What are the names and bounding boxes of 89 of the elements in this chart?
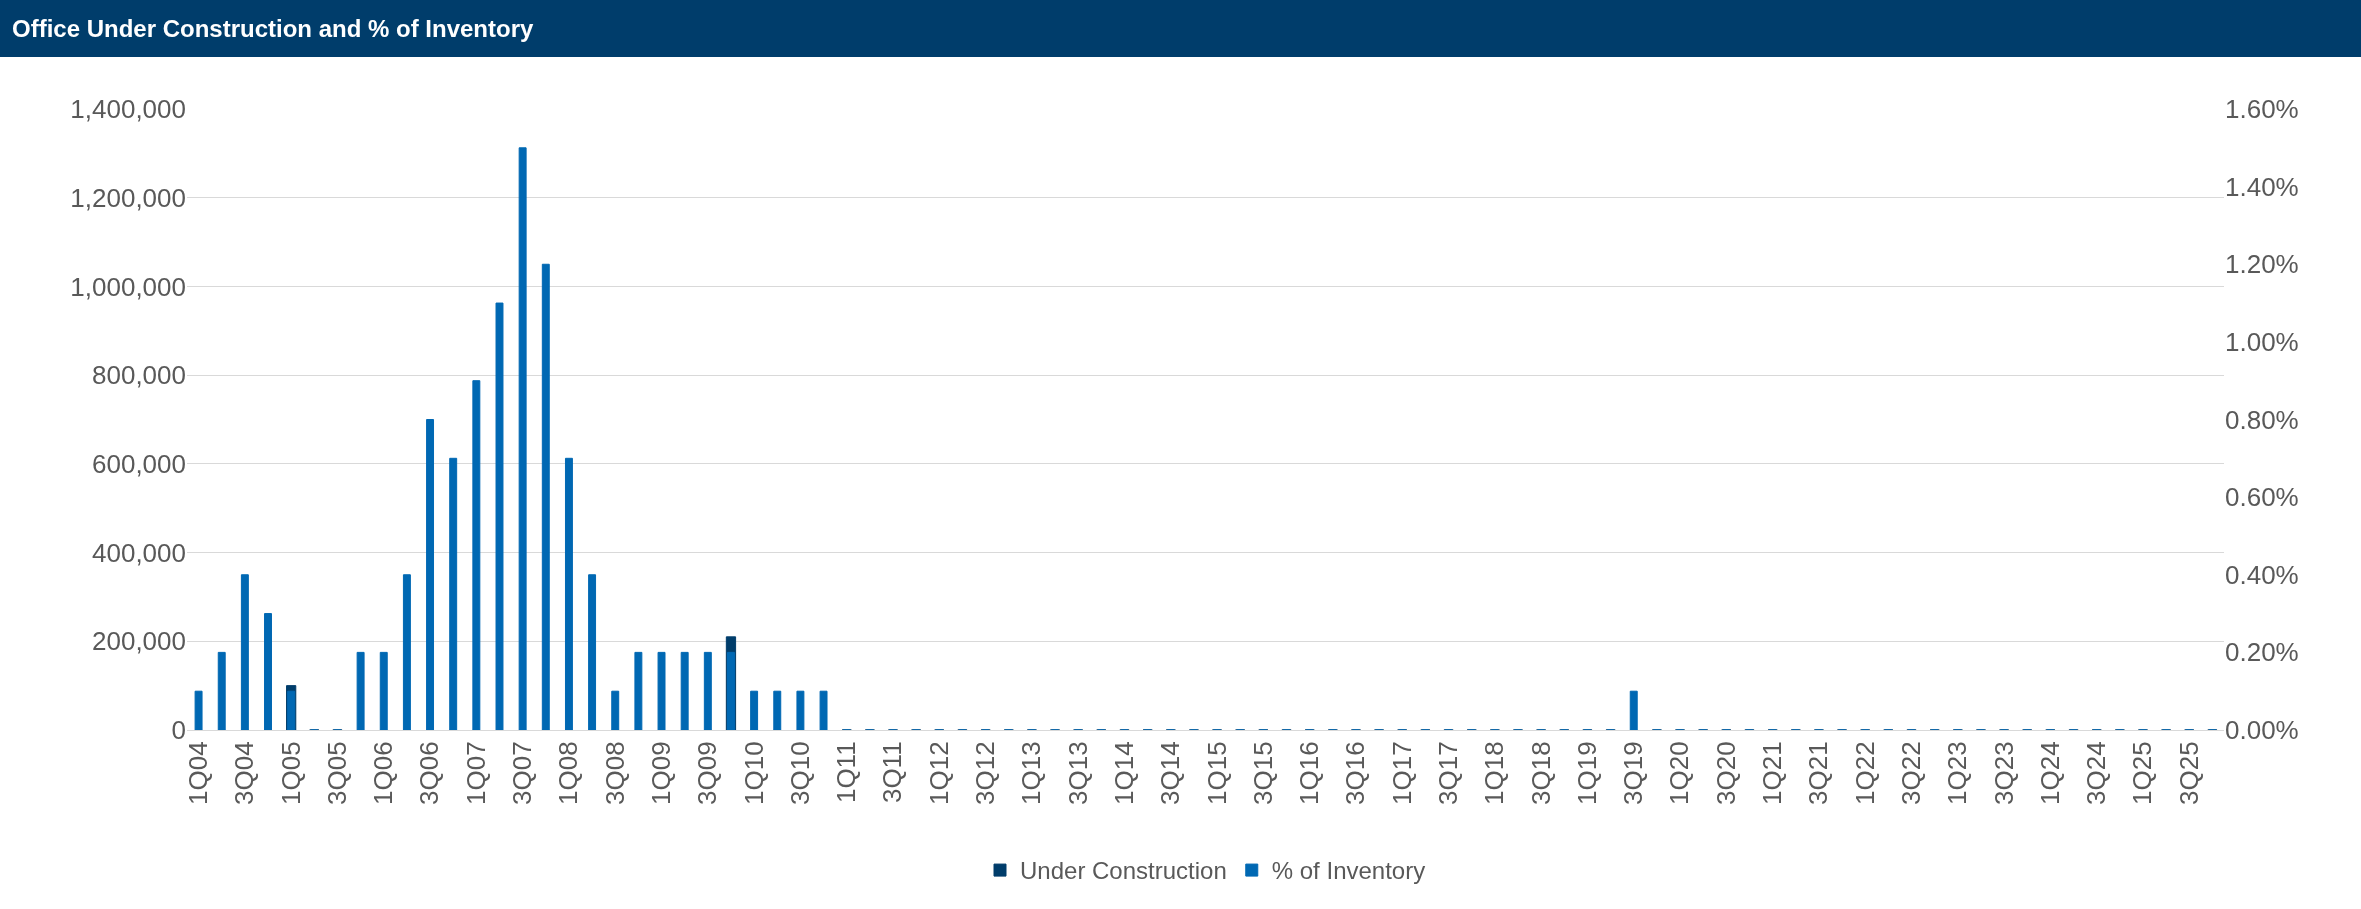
bar xyxy=(356,651,365,730)
y2-tick-label: 1.00% xyxy=(2225,326,2299,357)
x-tick-label: 3Q18 xyxy=(1525,741,1556,806)
x-tick-label: 1Q18 xyxy=(1479,741,1510,806)
bar xyxy=(796,690,805,730)
x-tick-label: 1Q14 xyxy=(1108,741,1139,806)
bar xyxy=(703,651,712,730)
x-tick-label: 1Q20 xyxy=(1664,741,1695,806)
y-tick-label: 400,000 xyxy=(92,537,186,568)
x-tick-label: 3Q04 xyxy=(229,741,260,806)
x-tick-label: 3Q17 xyxy=(1433,741,1463,806)
bar xyxy=(402,574,411,730)
bar xyxy=(541,263,550,730)
x-tick-label: 3Q15 xyxy=(1247,741,1278,806)
y-tick-label: 0 xyxy=(171,715,186,746)
x-tick-label: 1Q08 xyxy=(553,741,584,806)
y2-tick-label: 0.20% xyxy=(2225,637,2299,668)
legend-label: % of Inventory xyxy=(1271,857,1426,885)
x-tick-label: 1Q21 xyxy=(1757,741,1788,806)
bar xyxy=(472,380,481,730)
y2-tick-label: 0.80% xyxy=(2225,404,2299,435)
x-tick-label: 3Q14 xyxy=(1155,741,1186,806)
bar xyxy=(449,457,458,730)
bar xyxy=(564,457,573,730)
bar xyxy=(426,419,435,730)
bar xyxy=(680,651,689,730)
x-tick-label: 3Q08 xyxy=(599,741,630,806)
x-tick-label: 1Q23 xyxy=(1942,741,1973,806)
x-tick-label: 1Q13 xyxy=(1016,741,1047,806)
bar xyxy=(194,690,203,730)
x-tick-label: 1Q22 xyxy=(1849,741,1880,806)
x-tick-label: 3Q16 xyxy=(1340,741,1371,806)
y2-tick-label: 1.60% xyxy=(2225,94,2299,125)
x-tick-label: 1Q12 xyxy=(923,741,954,806)
y-tick-label: 600,000 xyxy=(92,448,186,479)
x-tick-label: 1Q07 xyxy=(460,741,491,806)
bar xyxy=(750,690,759,730)
bar xyxy=(611,690,620,730)
x-tick-label: 3Q13 xyxy=(1062,741,1093,806)
x-tick-label: 3Q07 xyxy=(507,741,538,806)
x-tick-label: 3Q12 xyxy=(970,741,1001,806)
bar xyxy=(264,613,272,730)
x-tick-label: 3Q11 xyxy=(877,741,908,804)
x-tick-label: 1Q16 xyxy=(1294,741,1325,806)
x-tick-label: 1Q17 xyxy=(1386,741,1417,806)
bar xyxy=(819,690,828,730)
x-tick-label: 1Q11 xyxy=(831,741,862,804)
x-tick-label: 3Q09 xyxy=(692,741,723,806)
x-tick-label: 3Q22 xyxy=(1895,741,1926,806)
y-tick-label: 1,000,000 xyxy=(70,271,186,302)
bar xyxy=(217,651,226,730)
y-tick-label: 200,000 xyxy=(92,626,186,657)
x-tick-label: 3Q06 xyxy=(414,741,445,806)
bar xyxy=(588,574,597,730)
x-tick-label: 3Q19 xyxy=(1618,741,1649,806)
x-tick-label: 1Q06 xyxy=(368,741,399,806)
x-tick-label: 1Q04 xyxy=(183,741,214,806)
legend-label: Under Construction xyxy=(1020,857,1227,885)
x-tick-label: 1Q15 xyxy=(1201,741,1232,806)
x-tick-label: 3Q10 xyxy=(784,741,815,806)
y-tick-label: 800,000 xyxy=(92,360,186,391)
chart-title: Office Under Construction and % of Inventory xyxy=(12,15,535,42)
x-tick-label: 3Q21 xyxy=(1803,741,1834,806)
x-tick-label: 1Q19 xyxy=(1571,741,1602,806)
y2-tick-label: 1.20% xyxy=(2225,249,2299,280)
y2-tick-label: 0.40% xyxy=(2225,559,2299,590)
x-tick-label: 3Q20 xyxy=(1710,741,1741,806)
bar xyxy=(1629,690,1638,730)
x-tick-label: 1Q05 xyxy=(275,741,306,806)
bar xyxy=(495,302,504,730)
bar xyxy=(773,690,782,730)
x-tick-label: 1Q24 xyxy=(2034,741,2065,806)
bar xyxy=(518,147,527,730)
bar xyxy=(634,651,643,730)
x-tick-label: 3Q25 xyxy=(2173,741,2204,806)
x-tick-label: 1Q25 xyxy=(2127,741,2158,806)
x-tick-label: 1Q09 xyxy=(645,741,676,806)
x-tick-label: 3Q05 xyxy=(321,741,352,806)
x-tick-label: 1Q10 xyxy=(738,741,769,806)
y2-tick-label: 0.60% xyxy=(2225,482,2299,513)
y-tick-label: 1,400,000 xyxy=(70,94,186,125)
x-tick-label: 3Q24 xyxy=(2081,741,2112,806)
x-tick-label: 3Q23 xyxy=(1988,741,2019,806)
bar xyxy=(240,574,249,730)
bar xyxy=(379,651,388,730)
bar xyxy=(657,651,666,730)
y2-tick-label: 1.40% xyxy=(2225,171,2299,202)
y-tick-label: 1,200,000 xyxy=(70,182,186,213)
y2-tick-label: 0.00% xyxy=(2225,715,2299,746)
